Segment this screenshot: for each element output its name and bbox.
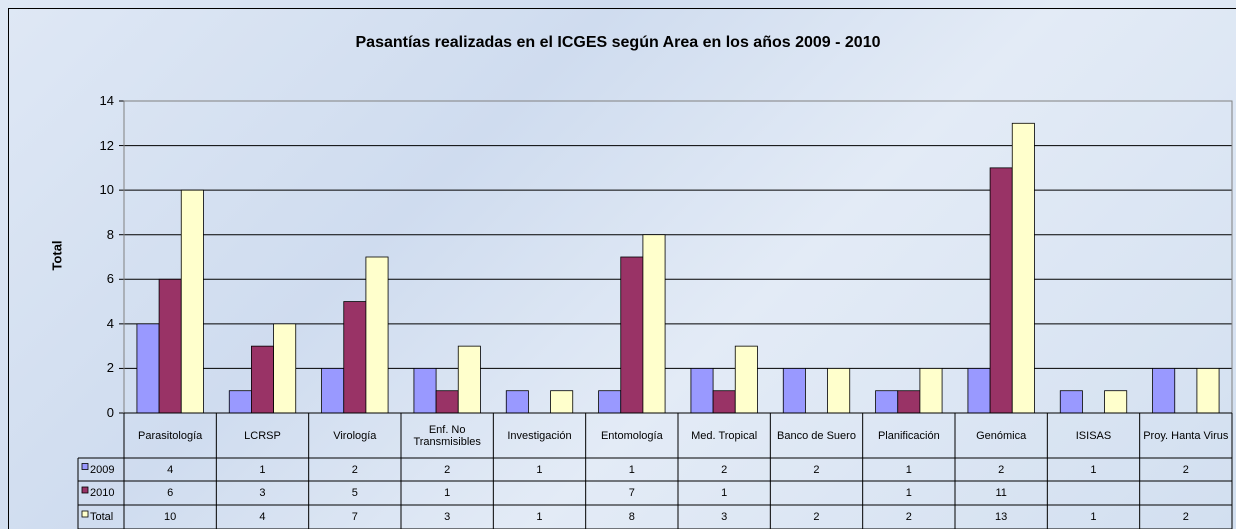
table-value (493, 481, 585, 505)
table-value: 1 (721, 487, 728, 499)
table-value: 11 (995, 487, 1007, 499)
table-value: 1 (536, 511, 543, 523)
bar (919, 368, 943, 414)
category-label: Investigación (507, 429, 572, 442)
y-tick-label: 4 (106, 315, 114, 331)
bar (827, 368, 851, 414)
bar (435, 390, 459, 414)
table-value: 8 (628, 511, 635, 523)
table-value: 2 (1182, 463, 1189, 476)
bar (734, 345, 758, 414)
table-value: 3 (259, 487, 266, 499)
bar (457, 345, 481, 414)
table-value: 13 (995, 511, 1008, 523)
table-value: 2 (905, 511, 912, 523)
table-value: 2 (813, 511, 820, 523)
table-value: 1 (905, 463, 912, 476)
bar (782, 368, 806, 414)
bar (690, 368, 714, 414)
category-label: ISISAS (1075, 429, 1112, 442)
bar (642, 234, 666, 414)
bar (365, 256, 389, 414)
bar (1104, 390, 1128, 414)
bar (875, 390, 899, 414)
table-value: 1 (1090, 511, 1097, 523)
category-label: Planificación (877, 429, 940, 442)
legend-key (81, 510, 89, 518)
bar (228, 390, 252, 414)
legend-key (81, 463, 89, 470)
bar (158, 278, 182, 414)
bar (620, 256, 644, 414)
bar (967, 368, 991, 414)
bar (1152, 368, 1176, 414)
legend-key (81, 486, 89, 494)
table-value (1047, 481, 1139, 505)
table-value: 3 (444, 511, 451, 523)
bar (343, 301, 367, 414)
category-label: Virología (333, 429, 377, 442)
bar (273, 323, 297, 414)
y-tick-label: 8 (106, 226, 114, 242)
category-label: Parasitología (138, 429, 203, 442)
table-value: 7 (351, 511, 358, 523)
chart-border (8, 8, 1236, 529)
table-value: 4 (259, 511, 266, 523)
y-tick-label: 2 (106, 360, 114, 376)
category-label: Entomología (600, 429, 663, 442)
table-value: 10 (164, 511, 177, 523)
table-value (770, 481, 862, 505)
table-value: 6 (167, 487, 174, 499)
table-value: 1 (905, 487, 912, 499)
bar (1059, 390, 1083, 414)
category-label: Proy. Hanta Virus (1143, 429, 1229, 442)
bar (251, 345, 274, 414)
legend-label: 2009 (90, 463, 115, 476)
y-tick-label: 14 (99, 93, 114, 108)
table-value: 2 (998, 463, 1005, 476)
category-label: LCRSP (244, 429, 281, 442)
table-value (1140, 481, 1232, 505)
bar (180, 189, 204, 414)
y-tick-label: 10 (99, 182, 114, 198)
bar (1196, 368, 1220, 414)
bar (712, 390, 736, 414)
table-value: 2 (351, 463, 358, 476)
bar (136, 323, 160, 414)
y-tick-label: 6 (106, 271, 114, 287)
bar (989, 167, 1013, 414)
table-value: 2 (444, 463, 451, 476)
table-value: 4 (167, 463, 174, 476)
table-value: 7 (628, 487, 635, 499)
bar (598, 390, 622, 414)
category-label: Genómica (976, 429, 1027, 442)
y-tick-label: 0 (106, 405, 114, 420)
table-value: 1 (536, 463, 543, 476)
legend-label: Total (90, 511, 114, 523)
chart-title: Pasantías realizadas en el ICGES según A… (355, 34, 881, 51)
table-value: 2 (813, 463, 820, 476)
bar (321, 368, 345, 414)
table-value: 2 (721, 463, 728, 476)
category-label: Enf. No Transmisibles (413, 423, 481, 448)
category-label: Banco de Suero (777, 429, 856, 442)
bar (897, 390, 921, 414)
legend-label: 2010 (90, 487, 115, 499)
table-value: 1 (628, 463, 635, 476)
table-value: 5 (351, 487, 358, 499)
table-value: 2 (1182, 511, 1189, 523)
table-value: 1 (259, 463, 266, 476)
bar (505, 390, 529, 414)
bar (550, 390, 574, 414)
bar (413, 368, 437, 414)
table-value: 1 (444, 487, 451, 499)
table-value: 1 (1090, 463, 1097, 476)
category-label: Med. Tropical (691, 429, 758, 442)
y-tick-label: 12 (99, 137, 114, 153)
y-axis-label: Total (49, 240, 65, 271)
table-value: 3 (721, 511, 728, 523)
bar (1011, 122, 1035, 414)
